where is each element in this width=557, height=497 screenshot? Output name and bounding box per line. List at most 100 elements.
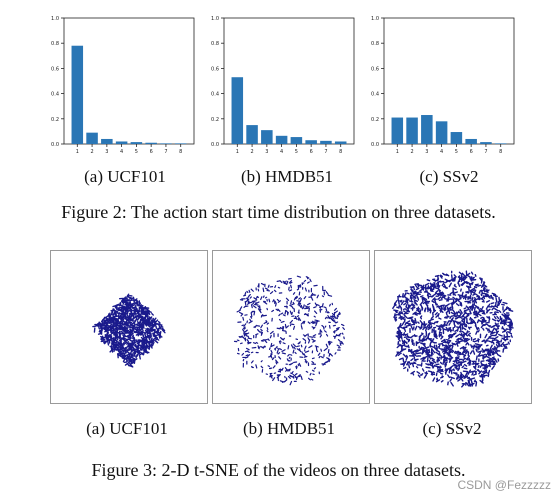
y-tick-label: 0.2 [51,117,59,123]
tsne-point [145,328,151,332]
plot-frame [383,17,515,145]
tsne-point [408,364,411,369]
tsne-point [497,341,500,346]
tsne-point [466,272,471,277]
tsne-point [122,359,125,363]
tsne-point [414,301,418,306]
y-tick-label: 0.2 [211,117,219,123]
tsne-point [480,324,484,329]
tsne-point [303,320,306,325]
tsne-point [134,316,139,321]
tsne-point [470,319,473,325]
tsne-point [278,313,281,317]
tsne-point [421,339,427,343]
tsne-point [147,328,152,331]
tsne-point [447,344,452,350]
tsne-point [451,276,456,282]
tsne-point [321,295,325,298]
tsne-point [455,340,461,344]
tsne-point [439,274,443,278]
tsne-point [277,300,281,303]
tsne-point [298,297,301,300]
tsne-point [463,322,468,326]
tsne-point [418,338,422,342]
tsne-point [106,336,110,341]
tsne-point [304,358,307,362]
tsne-point [141,322,144,328]
x-tick-label: 1 [396,149,399,155]
tsne-point [407,338,411,343]
tsne-point [434,348,439,352]
tsne-point [253,303,259,306]
tsne-point [492,351,496,355]
tsne-point [406,324,412,327]
tsne-point [457,367,460,372]
tsne-point [332,315,337,319]
tsne-point [406,361,410,366]
tsne-point [491,358,495,364]
tsne-point [147,332,153,335]
tsne-point [417,321,420,324]
tsne-point [289,281,293,284]
tsne-point [316,294,319,299]
tsne-point [403,302,407,306]
tsne-point [452,363,457,366]
tsne-point [270,344,275,347]
tsne-point [161,329,166,334]
tsne-point [296,275,302,278]
tsne-point [502,301,508,305]
tsne-point [489,344,493,350]
tsne-point [118,339,123,345]
tsne-point [262,287,265,293]
tsne-point [449,364,454,369]
tsne-point [448,340,452,343]
tsne-point [441,293,447,297]
tsne-point [434,365,440,368]
tsne-point [305,276,310,279]
tsne-point [465,338,468,342]
tsne-point [420,332,424,335]
tsne-point [242,336,246,341]
tsne-point [314,310,318,315]
tsne-point [269,375,274,378]
tsne-point [476,298,481,301]
tsne-point [419,316,423,320]
tsne-point [139,352,144,356]
tsne-point [437,358,440,363]
tsne-point [495,297,498,303]
tsne-point [131,352,134,358]
tsne-point [441,281,445,287]
tsne-point [125,349,131,352]
tsne-point [138,354,141,360]
tsne-point [124,298,128,303]
y-tick-label: 0.4 [371,92,379,98]
tsne-point [410,292,413,297]
tsne-point [267,284,270,288]
tsne-point [494,304,499,309]
tsne-point [304,345,307,350]
tsne-point [448,369,454,372]
tsne-point [477,329,480,333]
x-tick-label: 6 [470,149,473,155]
tsne-point [303,279,307,283]
tsne-point [134,305,137,309]
tsne-point [289,310,293,315]
tsne-point [487,369,491,375]
tsne-point [482,327,485,331]
bar [115,141,128,144]
bar [494,143,507,144]
tsne-point [406,292,410,295]
tsne-point [151,312,154,316]
tsne-point [474,370,477,375]
tsne-point [477,345,480,350]
tsne-point [477,350,483,353]
tsne-point [399,300,403,303]
tsne-point [444,280,449,284]
tsne-point [275,359,279,364]
tsne-point [459,301,462,305]
bar [305,140,317,144]
tsne-point [465,280,471,285]
tsne-point [246,290,249,294]
tsne-point [128,364,133,367]
tsne-point [295,365,298,370]
